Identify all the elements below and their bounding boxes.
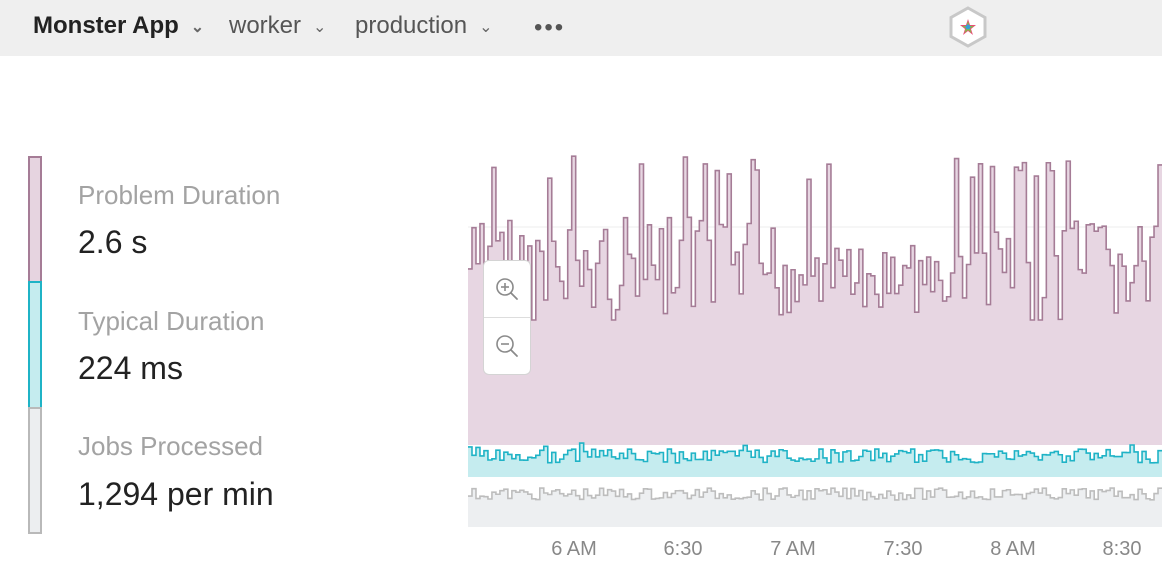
typical-duration-label: Typical Duration bbox=[78, 306, 265, 336]
x-tick-label: 8 AM bbox=[990, 538, 1036, 560]
app-selector[interactable]: Monster App ⌄ bbox=[33, 0, 204, 52]
series-area bbox=[468, 156, 1162, 445]
metrics-chart[interactable] bbox=[468, 155, 1162, 527]
series-line bbox=[468, 442, 1162, 464]
series-line bbox=[468, 155, 1162, 321]
jobs-processed-legend-bar bbox=[28, 407, 42, 534]
zoom-in-icon bbox=[496, 278, 518, 300]
zoom-divider bbox=[484, 317, 530, 318]
app-name: Monster App bbox=[33, 12, 179, 39]
x-tick-label: 6 AM bbox=[551, 538, 597, 560]
zoom-out-button[interactable] bbox=[484, 318, 530, 374]
jobs-processed-value: 1,294 per min bbox=[78, 476, 274, 512]
zoom-out-icon bbox=[496, 335, 518, 357]
worker-name: worker bbox=[229, 12, 302, 39]
worker-selector[interactable]: worker ⌄ bbox=[229, 0, 326, 52]
problem-duration-value: 2.6 s bbox=[78, 224, 148, 260]
x-tick-label: 7:30 bbox=[883, 538, 923, 560]
chevron-down-icon: ⌄ bbox=[313, 19, 327, 36]
typical-duration-legend-bar bbox=[28, 281, 42, 409]
x-tick-label: 6:30 bbox=[663, 538, 703, 560]
problem-duration-legend-bar bbox=[28, 156, 42, 283]
more-menu-icon[interactable]: ••• bbox=[534, 14, 566, 41]
environment-selector[interactable]: production ⌄ bbox=[355, 0, 492, 52]
environment-name: production bbox=[355, 12, 468, 39]
series-area bbox=[468, 488, 1162, 527]
x-tick-label: 7 AM bbox=[770, 538, 816, 560]
chevron-down-icon: ⌄ bbox=[479, 19, 493, 36]
typical-duration-value: 224 ms bbox=[78, 350, 183, 386]
zoom-controls bbox=[483, 260, 531, 375]
jobs-processed-label: Jobs Processed bbox=[78, 431, 263, 461]
zoom-in-button[interactable] bbox=[484, 261, 530, 317]
chevron-down-icon: ⌄ bbox=[190, 19, 205, 36]
series-line bbox=[468, 487, 1162, 501]
x-tick-label: 8:30 bbox=[1102, 538, 1142, 560]
problem-duration-label: Problem Duration bbox=[78, 180, 281, 210]
monster-logo-icon[interactable] bbox=[947, 6, 989, 48]
top-bar: Monster App ⌄ worker ⌄ production ⌄ ••• bbox=[0, 0, 1162, 56]
